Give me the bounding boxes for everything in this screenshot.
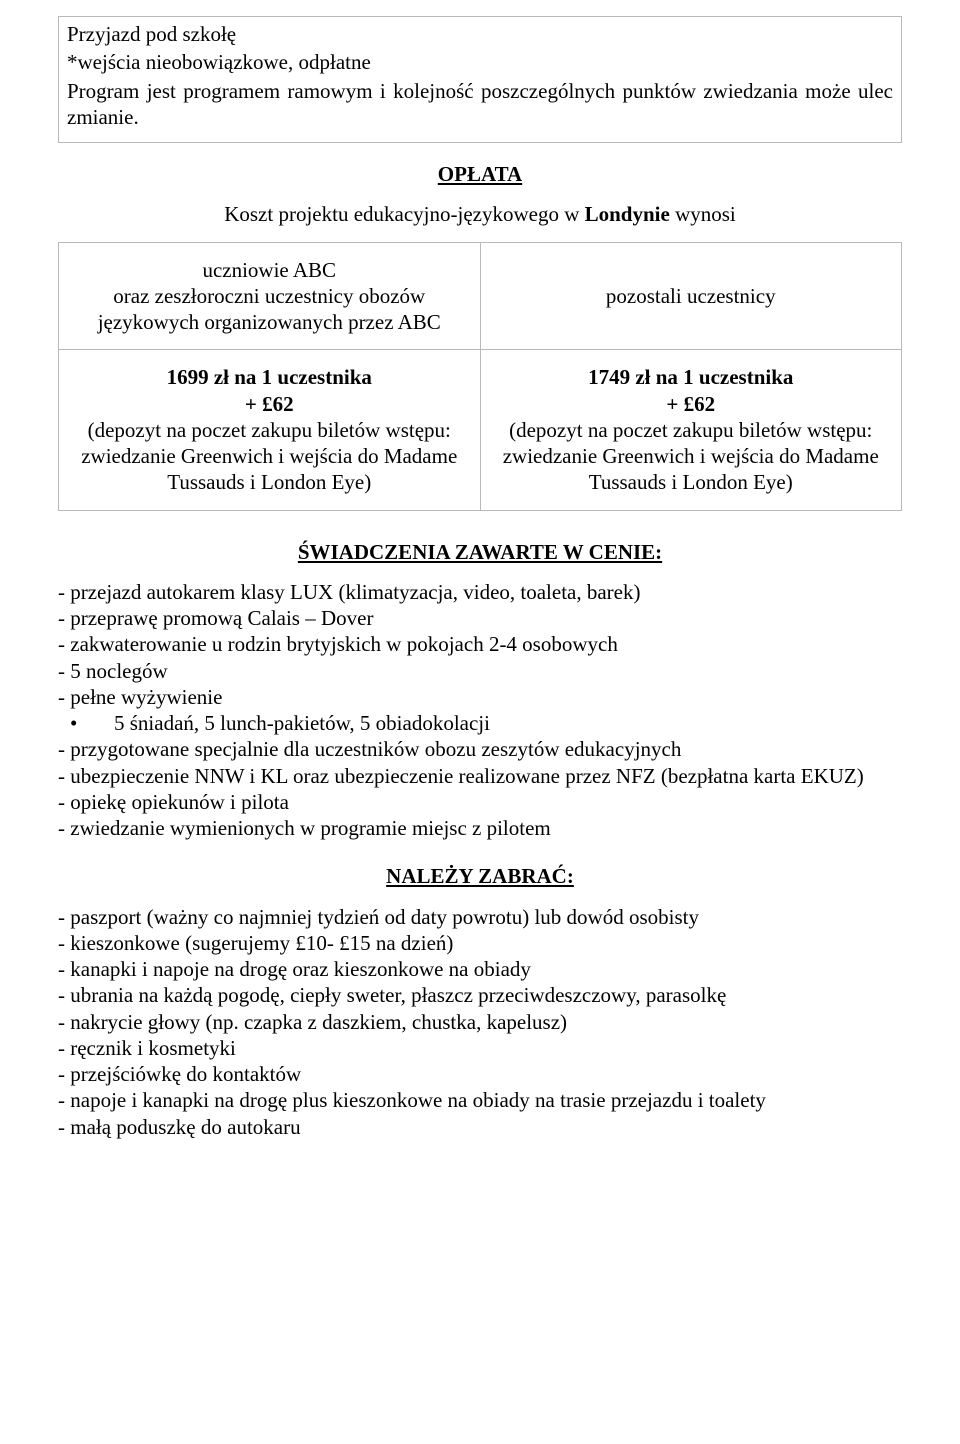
list-item: - paszport (ważny co najmniej tydzień od… [58, 904, 902, 930]
list-item: - ubrania na każdą pogodę, ciepły sweter… [58, 982, 902, 1008]
pricing-header-left-l2: oraz zeszłoroczni uczestnicy obozów języ… [77, 283, 462, 336]
price-right: 1749 zł na 1 uczestnika [499, 364, 884, 390]
list-item: - ręcznik i kosmetyki [58, 1035, 902, 1061]
intro-box: Przyjazd pod szkołę *wejścia nieobowiązk… [58, 16, 902, 143]
deposit-note-right: (depozyt na poczet zakupu biletów wstępu… [499, 417, 884, 496]
fee-lead-suffix: wynosi [670, 202, 736, 226]
fee-lead-prefix: Koszt projektu edukacyjno-językowego w [224, 202, 584, 226]
pricing-cell-right: 1749 zł na 1 uczestnika + £62 (depozyt n… [480, 350, 902, 510]
intro-line-1: Przyjazd pod szkołę [67, 21, 893, 47]
intro-line-3: Program jest programem ramowym i kolejno… [67, 78, 893, 131]
list-item: - zakwaterowanie u rodzin brytyjskich w … [58, 631, 902, 657]
fee-lead-bold: Londynie [585, 202, 670, 226]
list-item: - przygotowane specjalnie dla uczestnikó… [58, 736, 902, 762]
price-plus-right: + £62 [499, 391, 884, 417]
list-item: - 5 noclegów [58, 658, 902, 684]
table-row: 1699 zł na 1 uczestnika + £62 (depozyt n… [59, 350, 902, 510]
fee-lead: Koszt projektu edukacyjno-językowego w L… [58, 201, 902, 227]
pricing-cell-left: 1699 zł na 1 uczestnika + £62 (depozyt n… [59, 350, 481, 510]
pricing-header-left-l1: uczniowie ABC [77, 257, 462, 283]
fee-title: OPŁATA [58, 161, 902, 187]
intro-line-2: *wejścia nieobowiązkowe, odpłatne [67, 49, 893, 75]
list-item: - pełne wyżywienie [58, 684, 902, 710]
price-left: 1699 zł na 1 uczestnika [77, 364, 462, 390]
list-item: - przejazd autokarem klasy LUX (klimatyz… [58, 579, 902, 605]
pricing-header-left: uczniowie ABC oraz zeszłoroczni uczestni… [59, 242, 481, 350]
included-list: - przejazd autokarem klasy LUX (klimatyz… [58, 579, 902, 842]
list-item: - przeprawę promową Calais – Dover [58, 605, 902, 631]
list-item: - ubezpieczenie NNW i KL oraz ubezpiecze… [58, 763, 902, 789]
list-sub-item: 5 śniadań, 5 lunch-pakietów, 5 obiadokol… [58, 710, 902, 736]
list-item: - kanapki i napoje na drogę oraz kieszon… [58, 956, 902, 982]
list-item: - napoje i kanapki na drogę plus kieszon… [58, 1087, 902, 1113]
list-item: - opiekę opiekunów i pilota [58, 789, 902, 815]
bring-list: - paszport (ważny co najmniej tydzień od… [58, 904, 902, 1140]
pricing-header-right: pozostali uczestnicy [480, 242, 902, 350]
price-plus-left: + £62 [77, 391, 462, 417]
bring-title: NALEŻY ZABRAĆ: [58, 863, 902, 889]
list-item: - nakrycie głowy (np. czapka z daszkiem,… [58, 1009, 902, 1035]
list-item: - kieszonkowe (sugerujemy £10- £15 na dz… [58, 930, 902, 956]
deposit-note-left: (depozyt na poczet zakupu biletów wstępu… [77, 417, 462, 496]
list-item: - małą poduszkę do autokaru [58, 1114, 902, 1140]
included-title: ŚWIADCZENIA ZAWARTE W CENIE: [58, 539, 902, 565]
list-item: - przejściówkę do kontaktów [58, 1061, 902, 1087]
pricing-table: uczniowie ABC oraz zeszłoroczni uczestni… [58, 242, 902, 511]
pricing-header-right-text: pozostali uczestnicy [499, 283, 884, 309]
table-row: uczniowie ABC oraz zeszłoroczni uczestni… [59, 242, 902, 350]
list-item: - zwiedzanie wymienionych w programie mi… [58, 815, 902, 841]
